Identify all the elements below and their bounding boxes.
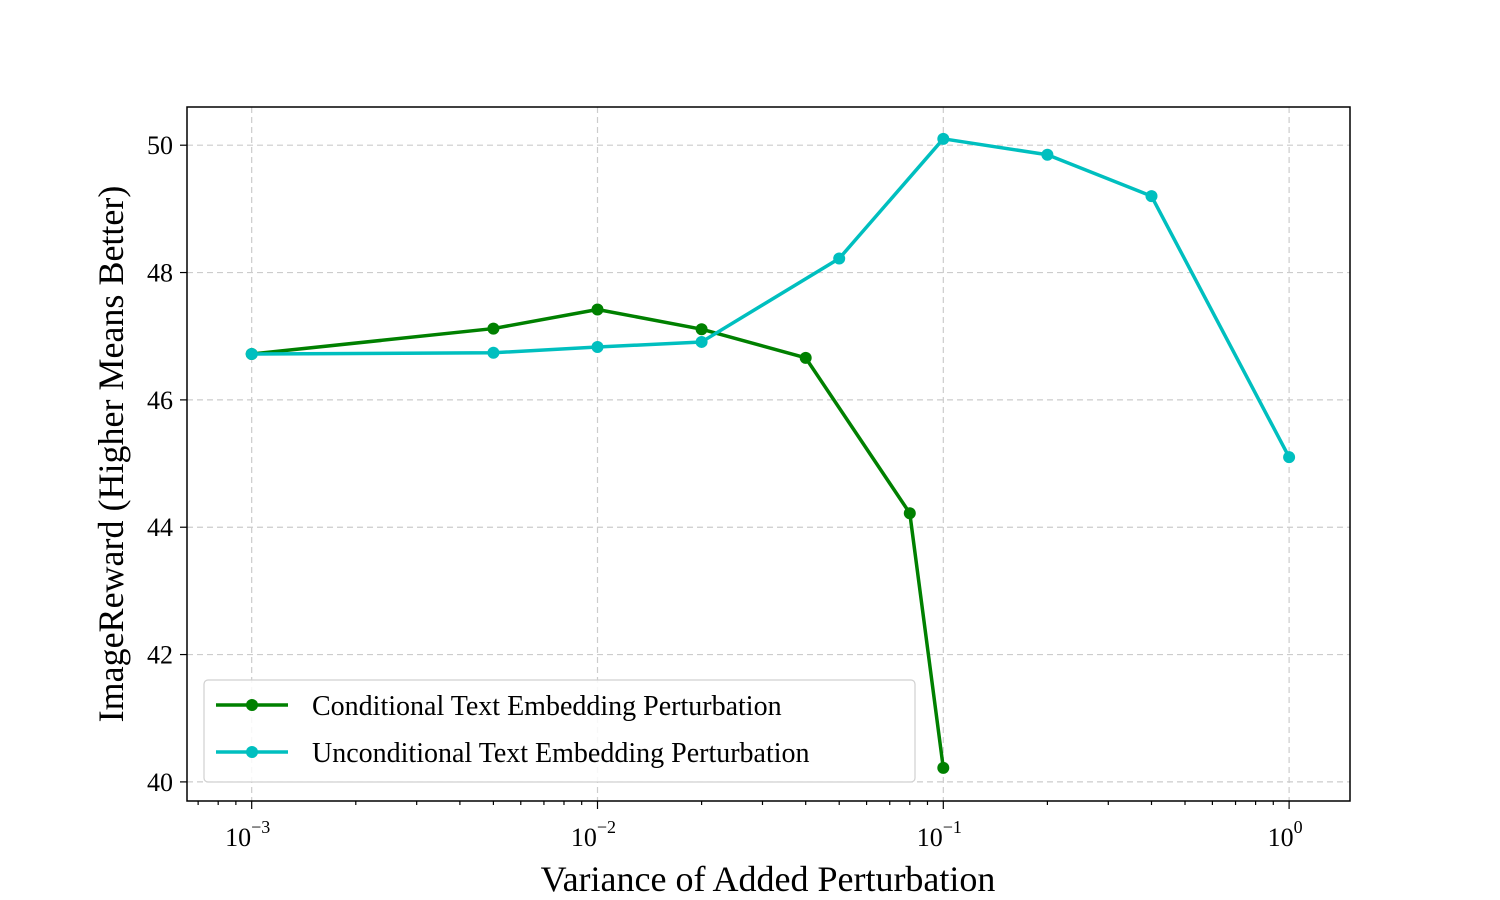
data-point — [903, 507, 916, 520]
data-point — [1145, 190, 1158, 203]
legend: Conditional Text Embedding Perturbation … — [203, 679, 916, 783]
y-axis-title: ImageReward (Higher Means Better) — [91, 186, 131, 723]
grid — [187, 107, 1350, 801]
data-point — [799, 351, 812, 364]
data-point — [245, 348, 258, 361]
data-point — [937, 761, 950, 774]
legend-label-unconditional: Unconditional Text Embedding Perturbatio… — [312, 738, 810, 769]
data-point — [695, 335, 708, 348]
legend-marker-conditional — [246, 699, 258, 711]
x-tick-label: 10−2 — [571, 817, 616, 852]
legend-box — [203, 679, 916, 783]
y-tick-label: 50 — [147, 131, 173, 160]
series-line-1 — [251, 137, 1291, 458]
data-point — [937, 132, 950, 145]
data-point — [487, 322, 500, 335]
y-tick-label: 42 — [147, 641, 173, 670]
y-tick-label: 48 — [147, 259, 173, 288]
x-axis-title: Variance of Added Perturbation — [541, 859, 996, 899]
data-point — [1283, 451, 1296, 464]
legend-label-conditional: Conditional Text Embedding Perturbation — [312, 691, 782, 722]
axis-ticks: 40 42 44 46 48 50 10−3 10−2 10−1 100 — [147, 131, 1303, 852]
series-layer — [245, 132, 1296, 774]
y-tick-label: 40 — [147, 768, 173, 797]
y-tick-label: 46 — [147, 386, 173, 415]
data-point — [591, 341, 604, 354]
x-tick-label: 100 — [1268, 817, 1303, 852]
x-tick-label: 10−1 — [917, 817, 962, 852]
data-point — [487, 346, 500, 359]
data-point — [1041, 148, 1054, 161]
legend-marker-unconditional — [246, 746, 258, 758]
data-point — [591, 303, 604, 316]
plot-frame — [186, 106, 1351, 802]
x-tick-label: 10−3 — [225, 817, 270, 852]
data-point — [695, 323, 708, 336]
y-tick-label: 44 — [147, 513, 173, 542]
data-point — [833, 252, 846, 265]
